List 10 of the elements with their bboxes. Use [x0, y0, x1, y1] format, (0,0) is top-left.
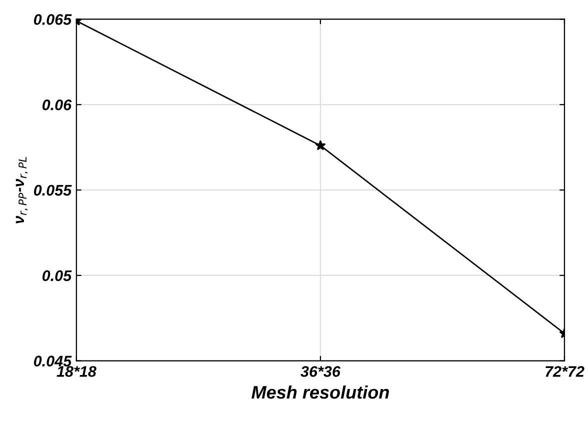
y-tick-label: 0.05 [42, 270, 72, 282]
y-tick-label: 0.065 [34, 14, 72, 25]
y-tick-label: 0.045 [34, 356, 72, 366]
x-axis-title: Mesh resolution [252, 385, 389, 399]
y-axis-title: ν$_{r,PP}$-ν$_{r,PL}$ [16, 156, 28, 224]
x-tick-label: 36*36 [300, 366, 341, 377]
x-tick-label: 72*72 [546, 366, 584, 377]
y-tick-label: 0.06 [42, 99, 72, 110]
x-tick-label: 18*18 [56, 366, 96, 377]
y-tick-label: 0.055 [34, 184, 72, 196]
